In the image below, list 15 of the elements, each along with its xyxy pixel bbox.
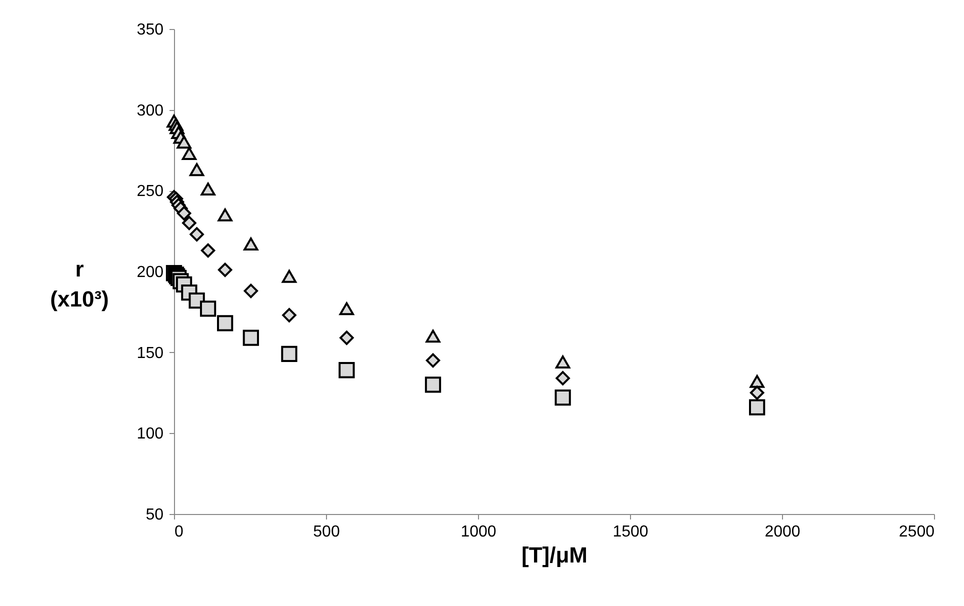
y-tick-label: 350 (136, 22, 164, 38)
x-tick-label: 1000 (460, 524, 496, 540)
x-tick-label: 2500 (898, 524, 935, 540)
y-tick-label: 50 (146, 506, 164, 524)
y-tick-label: 150 (136, 344, 164, 362)
x-tick-label: 1500 (612, 524, 648, 540)
y-tick-label: 250 (136, 183, 164, 200)
y-tick-label: 200 (136, 264, 164, 281)
y-tick-label: 300 (136, 102, 164, 120)
y-axis-title: r (x10³) (50, 256, 109, 312)
x-tick-label: 500 (313, 524, 340, 540)
y-tick-label: 100 (136, 426, 164, 443)
x-tick-label: 2000 (764, 524, 800, 540)
x-tick-label: 0 (174, 524, 184, 540)
x-axis-title: [T]/μM (522, 542, 588, 568)
